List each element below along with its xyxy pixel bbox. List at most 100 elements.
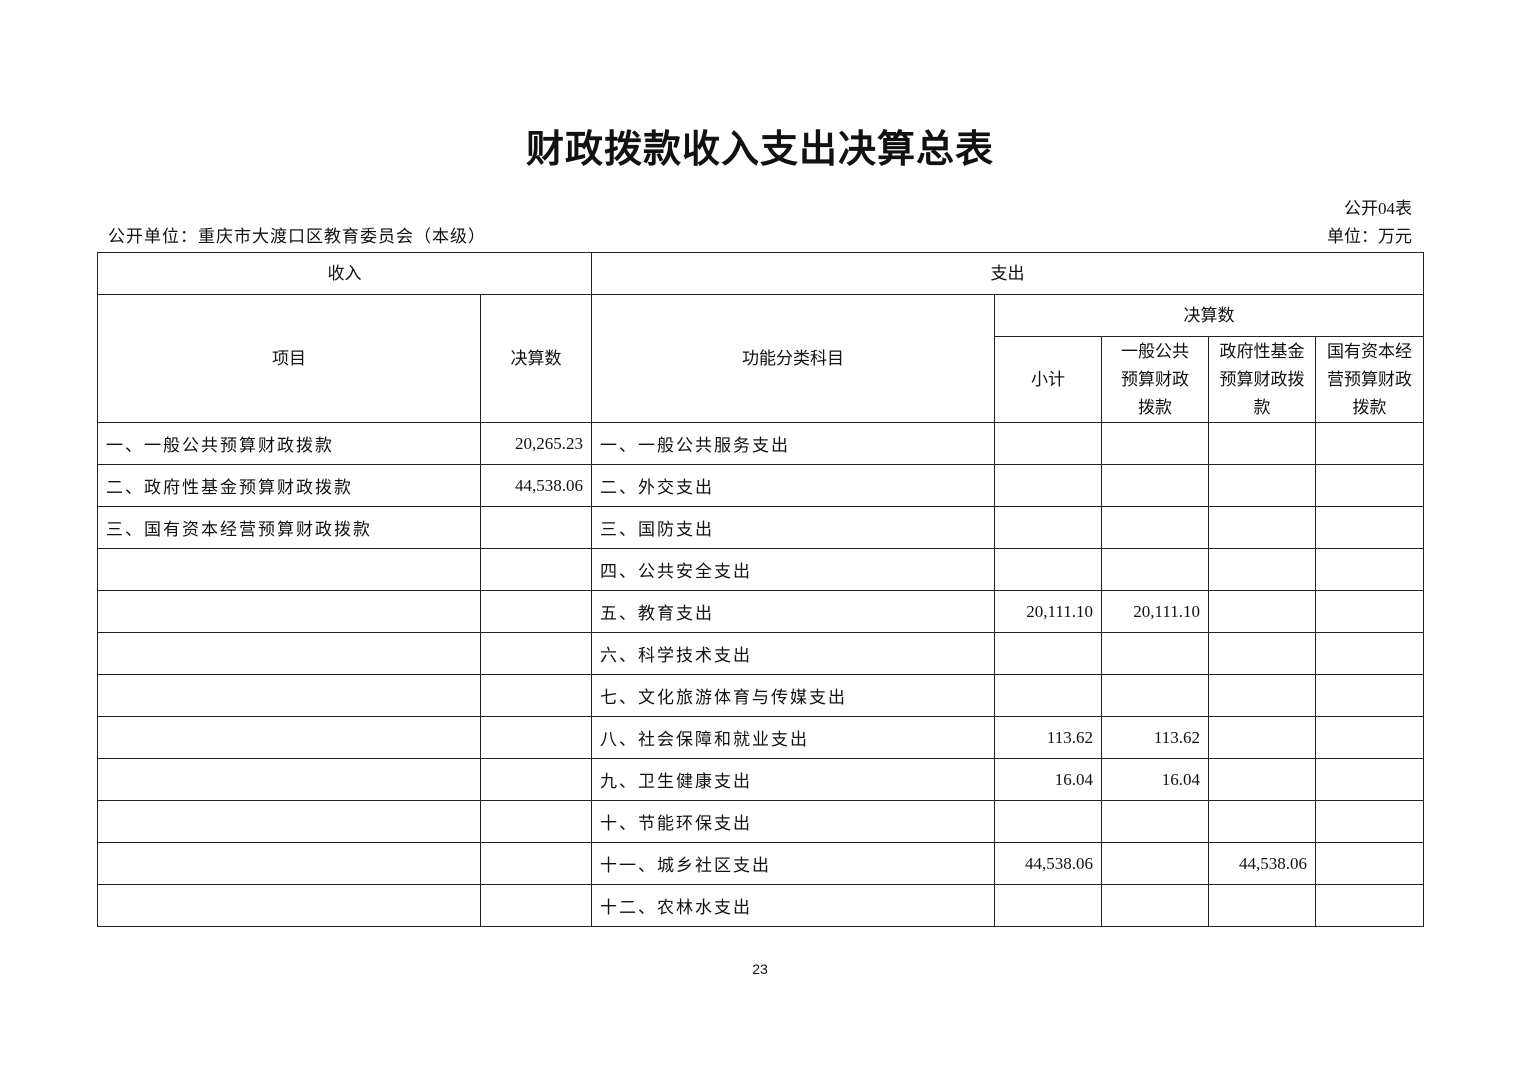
state-capital-cell: [1314, 590, 1425, 633]
state-capital-cell: [1314, 674, 1425, 717]
table-row: 八、社会保障和就业支出 113.62 113.62: [97, 716, 1425, 759]
income-amount: [480, 506, 592, 549]
income-item: [97, 800, 481, 843]
header-func-class: 功能分类科目: [591, 294, 995, 423]
expense-item: 十一、城乡社区支出: [591, 842, 995, 885]
income-item: [97, 716, 481, 759]
general-budget-cell: [1101, 632, 1209, 675]
income-item: 三、国有资本经营预算财政拨款: [97, 506, 481, 549]
header-final-amount: 决算数: [993, 294, 1425, 337]
subtotal-cell: [994, 506, 1102, 549]
subtotal-cell: [994, 464, 1102, 507]
subtotal-cell: 44,538.06: [994, 842, 1102, 885]
state-capital-cell: [1314, 422, 1425, 465]
gov-fund-cell: [1208, 758, 1316, 801]
income-amount: [480, 758, 592, 801]
expense-item: 十、节能环保支出: [591, 800, 995, 843]
income-amount: [480, 800, 592, 843]
subtotal-cell: 113.62: [994, 716, 1102, 759]
subtotal-cell: [994, 800, 1102, 843]
expense-item: 十二、农林水支出: [591, 884, 995, 927]
gov-fund-cell: [1208, 632, 1316, 675]
gov-fund-cell: [1208, 716, 1316, 759]
state-capital-cell: [1314, 464, 1425, 507]
general-budget-cell: 16.04: [1101, 758, 1209, 801]
state-capital-cell: [1314, 842, 1425, 885]
header-amount: 决算数: [480, 294, 592, 423]
general-budget-cell: [1101, 842, 1209, 885]
table-row: 十、节能环保支出: [97, 800, 1425, 843]
gov-fund-cell: [1208, 464, 1316, 507]
subtotal-cell: [994, 884, 1102, 927]
income-item: [97, 548, 481, 591]
subtotal-cell: 16.04: [994, 758, 1102, 801]
expense-item: 八、社会保障和就业支出: [591, 716, 995, 759]
general-budget-cell: 20,111.10: [1101, 590, 1209, 633]
gov-fund-cell: 44,538.06: [1208, 842, 1316, 885]
table-row: 一、一般公共预算财政拨款 20,265.23 一、一般公共服务支出: [97, 422, 1425, 465]
expense-item: 一、一般公共服务支出: [591, 422, 995, 465]
form-number: 公开04表: [1344, 199, 1412, 218]
state-capital-cell: [1314, 716, 1425, 759]
table-row: 二、政府性基金预算财政拨款 44,538.06 二、外交支出: [97, 464, 1425, 507]
income-item: 一、一般公共预算财政拨款: [97, 422, 481, 465]
gov-fund-cell: [1208, 506, 1316, 549]
income-amount: [480, 716, 592, 759]
state-capital-cell: [1314, 506, 1425, 549]
header-expense: 支出: [590, 252, 1425, 295]
income-item: 二、政府性基金预算财政拨款: [97, 464, 481, 507]
general-budget-cell: [1101, 506, 1209, 549]
income-item: [97, 758, 481, 801]
expense-item: 三、国防支出: [591, 506, 995, 549]
income-item: [97, 842, 481, 885]
expense-item: 九、卫生健康支出: [591, 758, 995, 801]
header-subtotal: 小计: [994, 336, 1102, 423]
gov-fund-cell: [1208, 548, 1316, 591]
income-item: [97, 590, 481, 633]
income-item: [97, 884, 481, 927]
table-row: 十一、城乡社区支出 44,538.06 44,538.06: [97, 842, 1425, 885]
state-capital-cell: [1314, 884, 1425, 927]
header-gov-fund: 政府性基金预算财政拨款: [1208, 336, 1316, 423]
header-general-budget: 一般公共预算财政拨款: [1101, 336, 1209, 423]
table-row: 六、科学技术支出: [97, 632, 1425, 675]
currency-unit: 单位：万元: [1327, 227, 1412, 246]
header-state-capital: 国有资本经营预算财政拨款: [1314, 336, 1425, 423]
table-row: 四、公共安全支出: [97, 548, 1425, 591]
income-amount: 20,265.23: [480, 422, 592, 465]
header-income: 收入: [97, 252, 592, 295]
table-row: 九、卫生健康支出 16.04 16.04: [97, 758, 1425, 801]
gov-fund-cell: [1208, 884, 1316, 927]
income-amount: [480, 632, 592, 675]
state-capital-cell: [1314, 632, 1425, 675]
gov-fund-cell: [1208, 674, 1316, 717]
gov-fund-cell: [1208, 800, 1316, 843]
income-amount: 44,538.06: [480, 464, 592, 507]
expense-item: 五、教育支出: [591, 590, 995, 633]
table-row: 七、文化旅游体育与传媒支出: [97, 674, 1425, 717]
table-row: 十二、农林水支出: [97, 884, 1425, 927]
table-row: 五、教育支出 20,111.10 20,111.10: [97, 590, 1425, 633]
reporting-unit: 公开单位：重庆市大渡口区教育委员会（本级）: [108, 227, 486, 246]
state-capital-cell: [1314, 758, 1425, 801]
page-title: 财政拨款收入支出决算总表: [525, 127, 994, 171]
income-amount: [480, 842, 592, 885]
general-budget-cell: [1101, 464, 1209, 507]
expense-item: 六、科学技术支出: [591, 632, 995, 675]
state-capital-cell: [1314, 800, 1425, 843]
expense-item: 七、文化旅游体育与传媒支出: [591, 674, 995, 717]
expense-item: 二、外交支出: [591, 464, 995, 507]
subtotal-cell: [994, 674, 1102, 717]
income-amount: [480, 590, 592, 633]
general-budget-cell: [1101, 548, 1209, 591]
income-amount: [480, 674, 592, 717]
income-item: [97, 674, 481, 717]
general-budget-cell: [1101, 674, 1209, 717]
general-budget-cell: 113.62: [1101, 716, 1209, 759]
general-budget-cell: [1101, 422, 1209, 465]
income-amount: [480, 884, 592, 927]
table-row: 三、国有资本经营预算财政拨款 三、国防支出: [97, 506, 1425, 549]
gov-fund-cell: [1208, 422, 1316, 465]
income-item: [97, 632, 481, 675]
subtotal-cell: [994, 422, 1102, 465]
